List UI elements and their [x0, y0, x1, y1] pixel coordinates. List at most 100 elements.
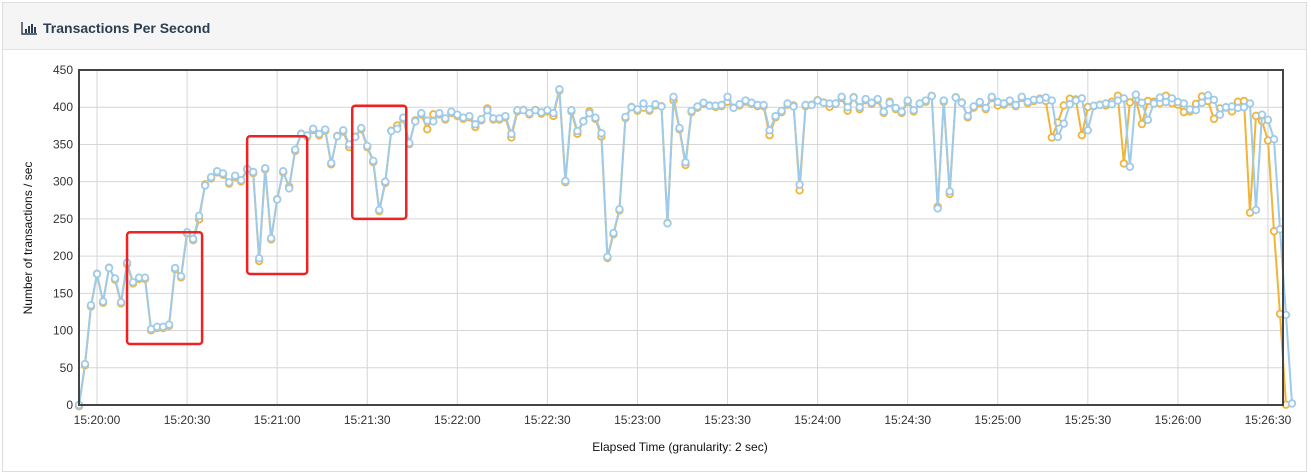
x-tick-label: 15:23:30 [704, 413, 751, 427]
data-point [1131, 90, 1141, 99]
data-point [230, 171, 240, 180]
highlight-box [125, 231, 204, 346]
y-tick-label: 200 [53, 249, 73, 263]
y-tick-label: 300 [53, 175, 73, 189]
x-tick-label: 15:20:30 [164, 413, 211, 427]
data-point [116, 298, 126, 307]
x-tick-label: 15:22:30 [524, 413, 571, 427]
data-point [981, 103, 990, 113]
data-point [1263, 115, 1273, 125]
data-point [639, 99, 648, 108]
data-point [1137, 98, 1147, 107]
data-point [567, 105, 576, 115]
x-tick-label: 15:24:30 [884, 413, 931, 427]
data-point [393, 124, 402, 134]
data-point [717, 100, 726, 110]
x-axis-title: Elapsed Time (granularity: 2 sec) [592, 440, 767, 454]
data-point [1005, 96, 1014, 105]
data-point [1011, 100, 1020, 110]
data-point [1161, 97, 1171, 107]
data-point [375, 205, 384, 215]
data-point [609, 228, 618, 238]
data-point [1065, 100, 1075, 109]
grid [79, 69, 1283, 406]
data-point [807, 100, 816, 110]
data-point [357, 123, 366, 133]
data-point [945, 187, 954, 196]
data-point [1077, 94, 1087, 103]
data-point [645, 105, 654, 114]
data-point [441, 114, 450, 123]
data-point [254, 254, 264, 263]
data-point [363, 141, 372, 151]
data-point [927, 91, 936, 101]
data-point [176, 272, 186, 281]
data-point [831, 99, 840, 108]
y-tick-label: 0 [66, 398, 73, 412]
data-point [266, 234, 276, 243]
data-point [849, 93, 858, 102]
data-point [765, 126, 774, 135]
data-point [1107, 100, 1117, 109]
data-point [1179, 99, 1189, 108]
data-point [1269, 135, 1279, 144]
x-tick-label: 15:25:30 [1064, 413, 1111, 427]
data-point [1119, 159, 1129, 168]
data-point [465, 111, 474, 121]
data-point [339, 126, 348, 135]
panel-title: Transactions Per Second [43, 20, 211, 36]
data-point [1149, 99, 1159, 108]
data-point [909, 105, 918, 115]
data-point [687, 106, 696, 116]
data-point [80, 359, 90, 369]
data-point [1053, 132, 1063, 142]
data-point [1119, 94, 1129, 103]
data-point [86, 301, 96, 310]
y-axis-ticks: 0 50 100 150 200 250 300 350 400 450 [53, 63, 73, 412]
data-point [1215, 110, 1225, 119]
data-point [1287, 399, 1297, 408]
data-point [170, 263, 180, 273]
series-2 [74, 85, 1297, 410]
y-tick-label: 50 [60, 361, 74, 375]
data-point [188, 234, 198, 244]
x-axis-ticks: 15:20:00 15:20:30 15:21:00 15:21:30 15:22:00… [74, 413, 1292, 427]
data-point [471, 120, 480, 129]
data-point [873, 94, 882, 104]
x-tick-label: 15:26:00 [1155, 413, 1202, 427]
data-point [843, 103, 852, 112]
data-point [1209, 95, 1219, 104]
data-point [987, 92, 996, 101]
y-tick-label: 350 [53, 137, 73, 151]
data-point [369, 156, 378, 166]
data-point [633, 105, 642, 114]
data-point [1047, 96, 1057, 105]
data-point [1257, 110, 1267, 119]
data-point [891, 103, 900, 113]
x-tick-label: 15:21:00 [254, 413, 301, 427]
data-point [333, 132, 342, 141]
y-axis-title: Number of transactions / sec [21, 162, 35, 315]
y-tick-label: 450 [53, 63, 73, 77]
data-point [411, 117, 420, 126]
data-point [735, 100, 744, 109]
data-point [723, 92, 732, 101]
data-point [1083, 126, 1093, 135]
data-point [885, 98, 894, 107]
data-point [963, 111, 972, 121]
plot-frame [78, 69, 1284, 406]
data-point [278, 167, 288, 176]
data-point [603, 252, 612, 262]
data-point [435, 108, 444, 118]
data-point [260, 164, 270, 173]
data-point [591, 113, 600, 122]
data-point [951, 93, 960, 102]
data-point [969, 102, 978, 111]
data-point [729, 103, 738, 113]
data-point [206, 172, 216, 182]
data-point [140, 273, 150, 282]
data-point [1125, 162, 1135, 171]
annotations [125, 104, 408, 346]
data-point [771, 111, 780, 121]
data-point [1245, 99, 1255, 108]
